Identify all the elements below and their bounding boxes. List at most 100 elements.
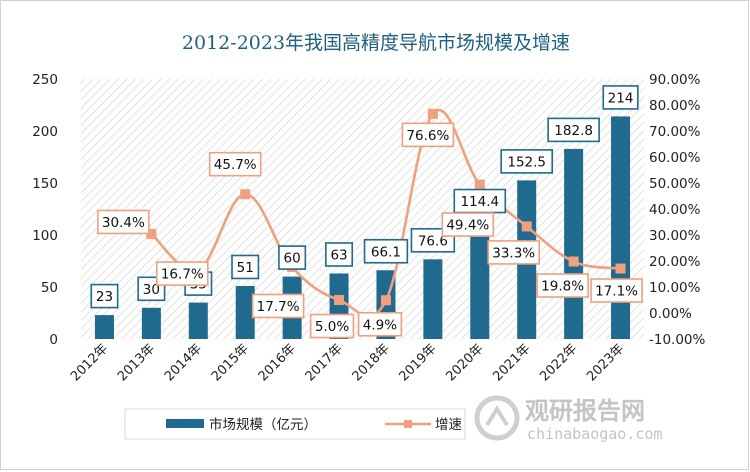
right-axis-tick: 20.00% (649, 254, 701, 270)
right-axis-tick: 80.00% (649, 98, 701, 114)
left-axis-tick: 150 (32, 176, 58, 192)
right-axis-tick: 10.00% (649, 280, 701, 296)
bar-2015年 (235, 285, 255, 339)
growth-marker-2015年 (240, 189, 251, 200)
line-label-2019年-box (401, 122, 455, 148)
line-label-2019年: 76.6% (401, 122, 455, 148)
line-data-labels: 30.4% 16.7% 45.7% 17.7% 5.0% 4.9% 76.6% 49.4%33… (97, 122, 643, 339)
bar-label-2019年-text: 76.6 (418, 233, 448, 249)
right-axis-ticks: -10.00% 0.00% 10.00% 20.00% 30.00% 40.00% 50.0… (649, 72, 706, 348)
x-axis-tick: 2015年 (209, 341, 252, 384)
line-label-2016年-box (251, 293, 305, 319)
bar-label-2018年-text: 66.1 (371, 244, 401, 260)
line-label-2018年-text: 4.9% (363, 317, 397, 333)
bar-label-2012年-box (90, 283, 119, 309)
line-label-2013年-box (97, 209, 150, 235)
line-label-2017年: 5.0% (309, 313, 355, 339)
legend-line-label: 增速 (435, 417, 462, 433)
watermark: 观研报告网 chinabaogao.com (474, 395, 662, 443)
growth-marker-2021年 (521, 221, 532, 232)
bar-label-2022年-text: 182.8 (554, 123, 593, 139)
line-label-2021年: 33.3% (487, 240, 541, 265)
line-label-2019年-text: 76.6% (406, 128, 449, 144)
x-axis-tick: 2016年 (256, 341, 299, 384)
bar-label-2021年-box (500, 149, 554, 174)
line-label-2021年-box (487, 240, 541, 265)
right-axis-tick: -10.00% (649, 332, 706, 348)
line-label-2020年-box (441, 212, 495, 237)
line-label-2018年-box (357, 311, 403, 337)
line-label-2022年-box (536, 273, 589, 298)
bar-label-2018年-box (363, 238, 409, 264)
watermark-logo-mark (485, 405, 509, 427)
legend-line-marker (404, 420, 412, 428)
line-label-2023年-text: 17.1% (595, 284, 638, 300)
bar-label-2020年: 114.4 (453, 188, 507, 214)
watermark-logo-icon (474, 395, 520, 441)
left-axis-tick: 50 (41, 280, 58, 296)
x-axis-tick: 2014年 (162, 341, 205, 384)
line-label-2023年: 17.1% (590, 278, 643, 303)
line-label-2015年-box (208, 151, 262, 177)
x-axis-tick: 2022年 (537, 341, 580, 384)
growth-marker-2017年 (334, 295, 345, 305)
line-label-2014年-box (155, 261, 209, 286)
bar-label-2023年: 214 (602, 85, 639, 110)
line-label-2017年-text: 5.0% (315, 319, 349, 335)
line-label-2016年: 17.7% (251, 293, 305, 319)
bar-label-2023年-text: 214 (608, 90, 634, 106)
right-axis-tick: 90.00% (649, 72, 701, 88)
line-label-2023年-box (590, 278, 643, 303)
right-axis-tick: 50.00% (649, 176, 701, 192)
left-axis-tick: 200 (32, 124, 58, 140)
line-label-2014年: 16.7% (155, 261, 209, 286)
x-axis-tick: 2018年 (350, 341, 393, 384)
bar-2019年 (423, 259, 443, 339)
watermark-brand: 观研报告网 (525, 397, 645, 425)
growth-marker-2018年 (380, 295, 391, 306)
bar-label-2013年-text: 30 (143, 282, 160, 298)
growth-marker-2022年 (568, 256, 579, 267)
line-label-2017年-box (309, 313, 355, 339)
bar-2020年 (470, 220, 490, 339)
x-axis-tick: 2021年 (490, 341, 533, 384)
bar-label-2020年-text: 114.4 (460, 194, 499, 210)
bar-label-2012年: 23 (90, 283, 119, 309)
right-axis-tick: 40.00% (649, 202, 701, 218)
line-label-2021年-text: 33.3% (492, 245, 535, 261)
bar-2014年 (188, 302, 208, 339)
line-label-2016年-text: 17.7% (257, 299, 300, 315)
x-axis-tick: 2020年 (443, 341, 486, 384)
bar-label-2018年: 66.1 (363, 238, 409, 264)
right-axis-tick: 0.00% (649, 306, 692, 322)
watermark-url: chinabaogao.com (527, 425, 662, 443)
line-label-2020年-text: 49.4% (446, 218, 489, 234)
left-axis-ticks: 0 50 100 150 200 250 (32, 72, 58, 348)
line-label-2018年: 4.9% (357, 311, 403, 337)
chart-title: 2012-2023年我国高精度导航市场规模及增速 (182, 32, 570, 54)
bar-2023年 (611, 116, 631, 339)
line-label-2022年-text: 19.8% (541, 279, 584, 295)
x-axis-tick: 2019年 (397, 341, 440, 384)
line-label-2013年-text: 30.4% (102, 215, 145, 231)
x-axis-tick: 2017年 (303, 341, 346, 384)
line-label-2022年: 19.8% (536, 273, 589, 298)
legend-bar-label: 市场规模（亿元） (209, 416, 317, 433)
bar-label-2017年-box (325, 242, 354, 267)
growth-marker-2013年 (146, 228, 157, 239)
bar-label-2017年-text: 63 (330, 247, 347, 263)
right-axis-tick: 60.00% (649, 150, 701, 166)
growth-marker-2020年 (474, 179, 485, 190)
bar-label-2023年-box (602, 85, 639, 110)
growth-marker-2019年 (427, 108, 438, 119)
bar-label-2016年: 60 (278, 245, 307, 270)
bar-2012年 (94, 315, 114, 339)
growth-marker-2023年 (615, 263, 626, 274)
line-label-2014年-text: 16.7% (161, 267, 204, 283)
bar-label-2021年: 152.5 (500, 149, 554, 174)
right-axis-tick: 70.00% (649, 124, 701, 140)
line-label-2013年: 30.4% (97, 209, 150, 235)
x-axis-tick: 2012年 (68, 341, 111, 384)
legend-bar-swatch (166, 419, 204, 428)
